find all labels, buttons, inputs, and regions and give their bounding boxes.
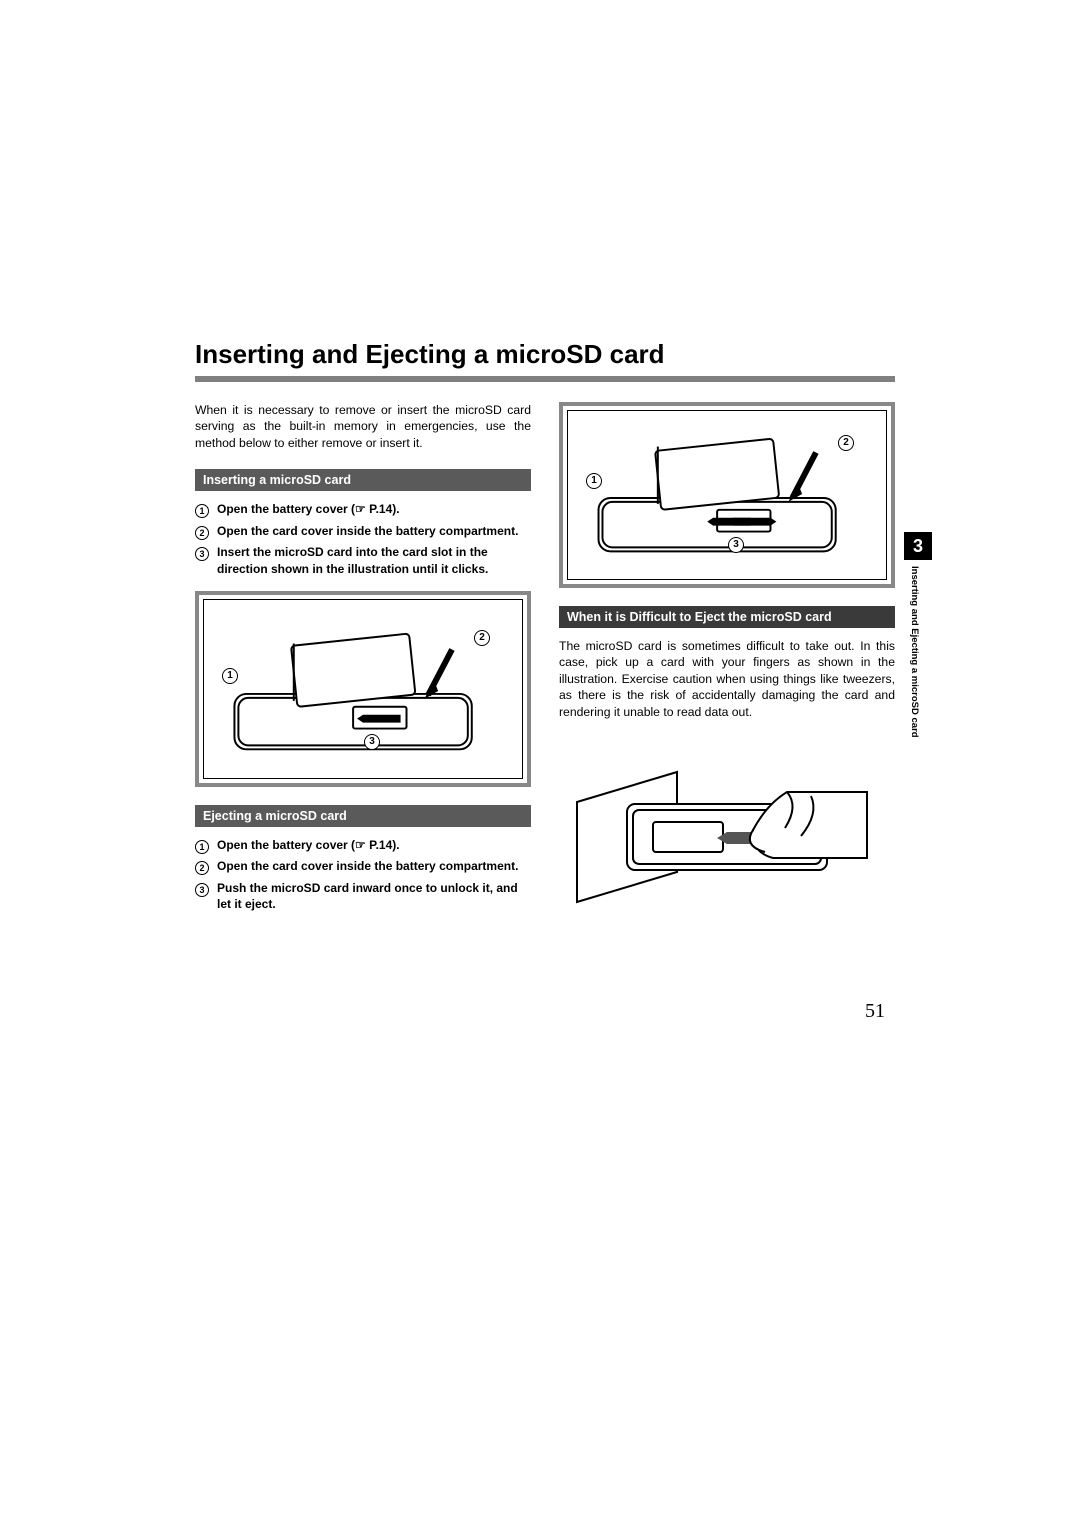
list-item: 1Open the battery cover (☞ P.14). [195,837,531,855]
fingers-svg [559,732,895,912]
list-item: 2Open the card cover inside the battery … [195,858,531,876]
eject-steps: 1Open the battery cover (☞ P.14). 2Open … [195,837,531,912]
section-heading-insert: Inserting a microSD card [195,469,531,491]
illustration-eject: 1 2 3 [567,410,887,580]
device-insert-svg [204,600,522,778]
callout-2: 2 [838,435,854,451]
step-text: Insert the microSD card into the card sl… [217,544,531,576]
insert-steps: 1Open the battery cover (☞ P.14). 2Open … [195,501,531,576]
illustration-fingers [559,732,895,912]
content-columns: When it is necessary to remove or insert… [195,402,895,926]
difficult-body: The microSD card is sometimes difficult … [559,638,895,720]
list-item: 3Push the microSD card inward once to un… [195,880,531,912]
illustration-insert: 1 2 3 [203,599,523,779]
list-item: 1Open the battery cover (☞ P.14). [195,501,531,519]
list-item: 3Insert the microSD card into the card s… [195,544,531,576]
chapter-side-label: Inserting and Ejecting a microSD card [909,566,920,738]
section-heading-eject: Ejecting a microSD card [195,805,531,827]
page-number: 51 [865,1000,885,1023]
section-heading-difficult: When it is Difficult to Eject the microS… [559,606,895,628]
step-text: Open the battery cover (☞ P.14). [217,837,400,853]
callout-3: 3 [728,537,744,553]
callout-1: 1 [222,668,238,684]
illustration-eject-frame: 1 2 3 [559,402,895,588]
left-column: When it is necessary to remove or insert… [195,402,531,926]
list-item: 2Open the card cover inside the battery … [195,523,531,541]
step-text: Open the card cover inside the battery c… [217,523,518,539]
step-text: Open the battery cover (☞ P.14). [217,501,400,517]
illustration-insert-frame: 1 2 3 [195,591,531,787]
callout-3: 3 [364,734,380,750]
chapter-tab: 3 [904,532,932,560]
step-text: Open the card cover inside the battery c… [217,858,518,874]
page-title: Inserting and Ejecting a microSD card [195,340,895,370]
callout-1: 1 [586,473,602,489]
right-column: 1 2 3 When it is Difficult to Eject the … [559,402,895,926]
title-rule [195,376,895,382]
device-eject-svg [568,411,886,579]
callout-2: 2 [474,630,490,646]
intro-text: When it is necessary to remove or insert… [195,402,531,451]
step-text: Push the microSD card inward once to unl… [217,880,531,912]
